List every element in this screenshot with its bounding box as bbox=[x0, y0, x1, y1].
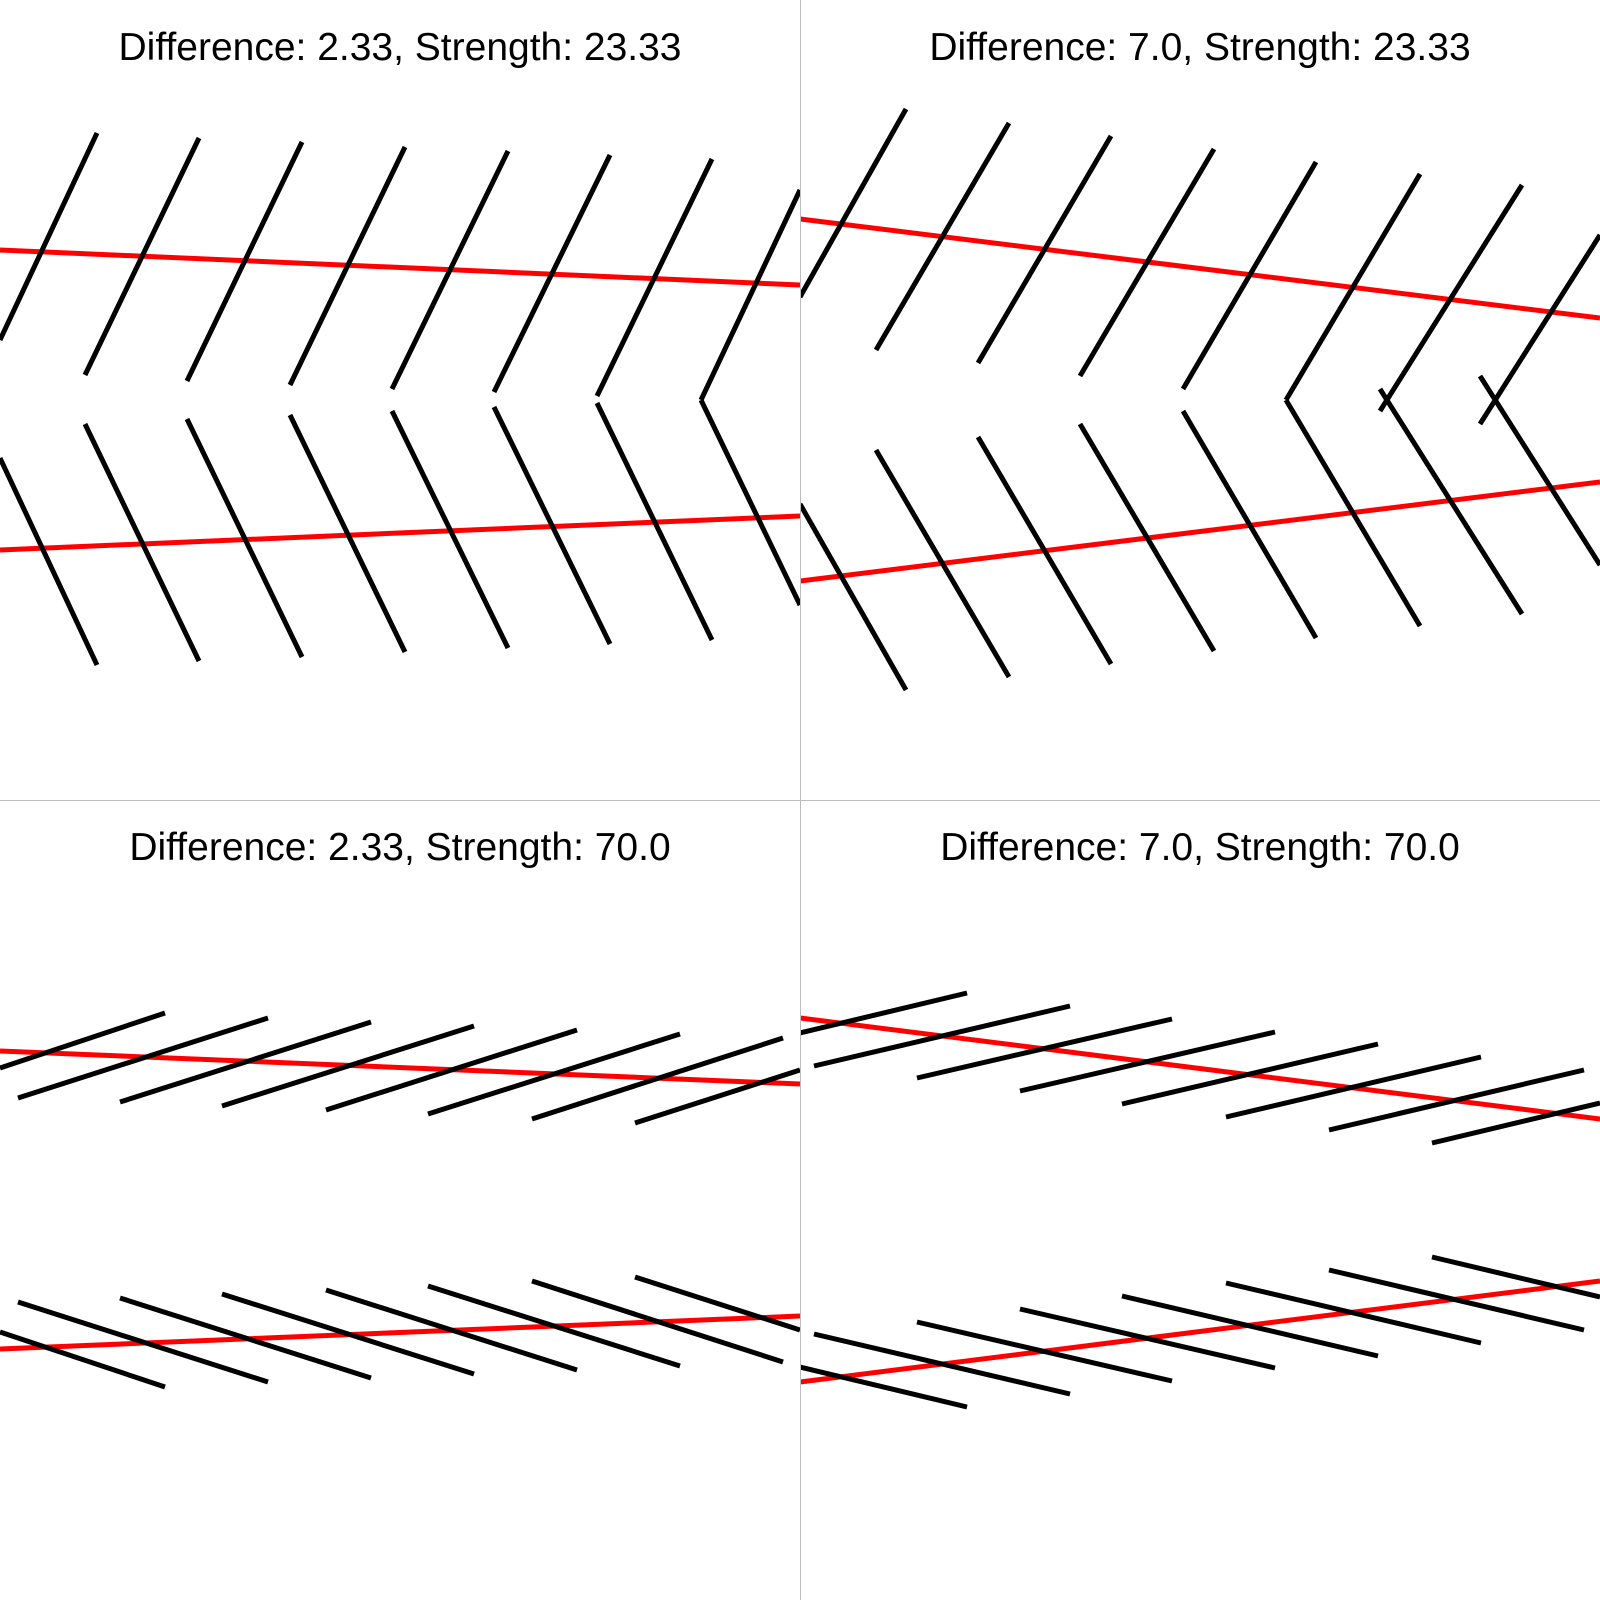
inducer-line-upper bbox=[1377, 183, 1525, 413]
inducer-line-lower bbox=[221, 1291, 475, 1377]
inducer-line-upper bbox=[1431, 1100, 1600, 1146]
inducer-line-lower bbox=[1431, 1254, 1600, 1300]
inducer-line-lower bbox=[0, 1329, 166, 1390]
red-line-lower bbox=[0, 513, 800, 553]
inducer-line-upper bbox=[800, 107, 909, 299]
inducer-line-lower bbox=[800, 502, 909, 692]
inducer-line-upper bbox=[82, 136, 202, 377]
panel-title: Difference: 7.0, Strength: 23.33 bbox=[929, 26, 1471, 69]
inducer-line-upper bbox=[813, 1003, 1071, 1069]
inducer-line-upper bbox=[184, 140, 305, 383]
inducer-line-upper bbox=[1180, 160, 1319, 391]
inducer-line-lower bbox=[491, 405, 613, 646]
panel-top-right: Difference: 7.0, Strength: 23.33 bbox=[800, 0, 1600, 800]
red-line-lower bbox=[800, 1278, 1600, 1385]
horizontal-divider bbox=[0, 800, 1600, 801]
red-line-upper bbox=[0, 247, 800, 288]
inducer-line-lower bbox=[1477, 374, 1600, 567]
inducer-line-lower bbox=[17, 1299, 269, 1385]
inducer-line-upper bbox=[975, 134, 1114, 365]
red-line-lower bbox=[0, 1313, 800, 1352]
inducer-line-lower bbox=[287, 413, 408, 654]
inducer-line-lower bbox=[427, 1283, 681, 1369]
inducer-line-upper bbox=[1019, 1029, 1276, 1094]
inducer-line-lower bbox=[1328, 1267, 1585, 1333]
inducer-line-lower bbox=[873, 448, 1012, 679]
red-line-upper bbox=[800, 216, 1600, 321]
inducer-line-upper bbox=[1121, 1041, 1379, 1107]
inducer-line-upper bbox=[1283, 172, 1423, 402]
red-line-lower bbox=[800, 479, 1600, 584]
inducer-line-lower bbox=[1019, 1306, 1276, 1371]
inducer-line-upper bbox=[594, 157, 715, 398]
inducer-line-lower bbox=[975, 435, 1114, 666]
panel-drawing bbox=[0, 131, 800, 667]
inducer-line-upper bbox=[1077, 147, 1217, 378]
inducer-line-lower bbox=[1121, 1293, 1379, 1359]
inducer-line-upper bbox=[531, 1035, 784, 1122]
panel-title: Difference: 2.33, Strength: 23.33 bbox=[118, 26, 682, 69]
inducer-line-upper bbox=[698, 188, 800, 402]
inducer-line-lower bbox=[82, 422, 202, 663]
inducer-line-upper bbox=[0, 131, 100, 342]
inducer-line-lower bbox=[1283, 398, 1423, 628]
inducer-line-lower bbox=[1225, 1280, 1482, 1346]
inducer-line-lower bbox=[325, 1287, 578, 1373]
inducer-line-lower bbox=[800, 1364, 968, 1410]
inducer-line-upper bbox=[119, 1019, 372, 1105]
panel-drawing bbox=[0, 1010, 800, 1390]
inducer-line-lower bbox=[531, 1278, 784, 1365]
inducer-line-lower bbox=[634, 1274, 800, 1333]
inducer-line-upper bbox=[1477, 233, 1600, 426]
inducer-line-upper bbox=[1225, 1054, 1482, 1120]
inducer-line-lower bbox=[119, 1295, 372, 1381]
inducer-line-lower bbox=[1377, 387, 1525, 616]
inducer-line-upper bbox=[17, 1015, 269, 1101]
panel-drawing bbox=[800, 107, 1600, 692]
inducer-line-upper bbox=[221, 1023, 475, 1109]
panel-top-left: Difference: 2.33, Strength: 23.33 bbox=[0, 0, 800, 800]
inducer-line-upper bbox=[389, 149, 511, 391]
panel-title: Difference: 2.33, Strength: 70.0 bbox=[129, 826, 671, 869]
inducer-line-upper bbox=[873, 121, 1012, 352]
panel-title: Difference: 7.0, Strength: 70.0 bbox=[940, 826, 1460, 869]
inducer-line-lower bbox=[594, 401, 715, 642]
inducer-line-lower bbox=[916, 1319, 1173, 1384]
inducer-line-upper bbox=[325, 1027, 578, 1113]
panel-bottom-right: Difference: 7.0, Strength: 70.0 bbox=[800, 800, 1600, 1600]
inducer-line-upper bbox=[491, 153, 613, 394]
inducer-line-lower bbox=[813, 1331, 1071, 1397]
inducer-line-lower bbox=[184, 417, 305, 659]
inducer-line-upper bbox=[0, 1010, 166, 1071]
inducer-line-lower bbox=[389, 409, 511, 650]
inducer-line-upper bbox=[287, 145, 408, 387]
inducer-line-upper bbox=[427, 1031, 681, 1117]
inducer-line-lower bbox=[1077, 422, 1217, 653]
inducer-line-upper bbox=[1328, 1067, 1585, 1133]
panel-drawing bbox=[800, 990, 1600, 1410]
inducer-line-upper bbox=[634, 1067, 800, 1126]
inducer-line-lower bbox=[698, 398, 800, 607]
red-line-upper bbox=[0, 1048, 800, 1087]
inducer-line-upper bbox=[916, 1016, 1173, 1081]
inducer-line-lower bbox=[0, 456, 100, 667]
inducer-line-lower bbox=[1180, 409, 1319, 640]
panel-bottom-left: Difference: 2.33, Strength: 70.0 bbox=[0, 800, 800, 1600]
inducer-line-upper bbox=[800, 990, 968, 1036]
red-line-upper bbox=[800, 1015, 1600, 1122]
